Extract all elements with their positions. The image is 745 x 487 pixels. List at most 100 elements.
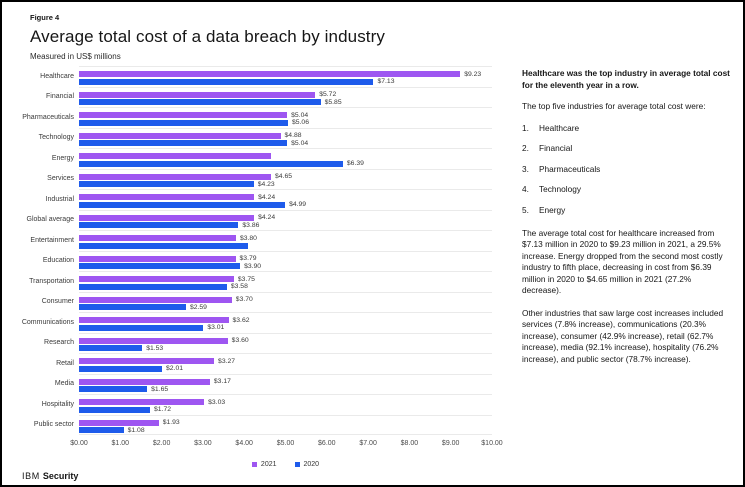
bar-2020-technology [79, 140, 288, 147]
list-number: 1. [522, 122, 529, 133]
bar-2020-global-average [79, 222, 239, 229]
chart-row-technology: Technology $4.88 $5.04 [22, 127, 492, 149]
bar-2021-public-sector [79, 419, 159, 426]
bar-value-label: $6.39 [346, 160, 364, 168]
bar-value-label: $2.59 [189, 303, 207, 311]
bar-value-label: $4.65 [275, 173, 293, 181]
bar-group: $4.24 $4.99 [79, 189, 492, 210]
bar-value-label: $5.06 [291, 119, 309, 127]
x-axis: $0.00 $1.00 $2.00 $3.00 $4.00 $5.00 $6.00 $7.00… [70, 440, 502, 450]
bar-2020-services [79, 181, 254, 188]
commentary-heading: Healthcare was the top industry in avera… [522, 68, 730, 90]
chart-header: Figure 4 Average total cost of a data br… [30, 13, 385, 61]
bar-value-label: $3.60 [231, 337, 249, 345]
chart-row-entertainment: Entertainment $3.80 [22, 230, 492, 251]
category-label: Media [54, 380, 74, 388]
bar-2020-media [79, 386, 148, 393]
bar-group: $5.72 $5.85 [79, 86, 492, 108]
category-label: Research [44, 339, 74, 347]
figure-label: Figure 4 [30, 13, 60, 22]
bar-2020-communications [79, 324, 204, 331]
x-axis-tick: $10.00 [481, 440, 503, 447]
category-label: Healthcare [40, 72, 74, 80]
x-axis-tick: $5.00 [276, 440, 295, 447]
x-axis-tick: $1.00 [111, 440, 130, 447]
bar-line-2021: $3.70 [79, 296, 492, 304]
chart-row-media: Media $3.17 $1.65 [22, 373, 492, 395]
chart-row-services: Services $4.65 $4.23 [22, 168, 492, 190]
list-label: Energy [539, 204, 566, 215]
bar-line-2021: $3.27 [79, 358, 492, 366]
footer-product-name: Security [42, 471, 79, 481]
list-number: 4. [522, 184, 529, 194]
bar-value-label: $3.79 [239, 255, 257, 263]
bar-line-2021: $1.93 [79, 419, 492, 427]
bar-group: $9.23 $7.13 [79, 66, 492, 87]
legend-color-swatch-2020 [294, 462, 300, 467]
legend-item-2021: 2021 [251, 461, 277, 468]
bar-line-2021: $3.62 [79, 317, 492, 325]
bar-value-label: $5.85 [324, 98, 342, 106]
bar-2021-communications [79, 317, 229, 324]
bar-line-2021: $4.24 [79, 214, 492, 222]
bar-2021-hospitality [79, 399, 205, 406]
x-axis-tick: $3.00 [194, 440, 212, 447]
bar-2020-hospitality [79, 406, 151, 413]
bar-line-2020: $3.58 [79, 283, 492, 291]
commentary-paragraph-2: Other industries that saw large cost inc… [522, 307, 724, 364]
category-label: Retail [56, 359, 74, 367]
bar-line-2020: $5.04 [79, 140, 492, 148]
category-label: Hospitality [41, 400, 74, 408]
top-industry-item-financial: 2. Financial [522, 144, 732, 153]
top-industries-list: 1. Healthcare 2. Financial 3. Pharmaceuticals… [522, 122, 732, 215]
bar-group: $4.24 $3.86 [79, 209, 492, 231]
ibm-security-logo: IBM Security [22, 471, 78, 481]
bar-2021-financial [79, 91, 316, 98]
bar-line-2021: $5.72 [79, 91, 492, 99]
chart-row-communications: Communications $3.62 $3.01 [22, 312, 492, 333]
chart-row-research: Research $3.60 $1.53 [22, 332, 492, 354]
category-label: Transportation [29, 277, 74, 285]
list-label: Pharmaceuticals [539, 163, 601, 174]
category-label: Global average [26, 216, 74, 224]
bar-value-label: $3.01 [207, 324, 225, 332]
bar-line-2020: $1.65 [79, 386, 492, 394]
legend-label-2020: 2020 [303, 461, 320, 468]
bar-2021-energy [79, 153, 272, 160]
x-axis-tick: $6.00 [318, 440, 336, 447]
bar-group: $3.80 [79, 230, 492, 251]
bar-value-label: $4.24 [258, 214, 276, 222]
bar-line-2021: $5.04 [79, 112, 492, 120]
list-label: Technology [539, 184, 581, 194]
bar-value-label: $3.75 [237, 275, 255, 283]
bar-value-label: $4.88 [284, 132, 302, 140]
bar-line-2020: $3.86 [79, 222, 492, 230]
bar-line-2020: $5.06 [79, 119, 492, 127]
bar-2020-energy [79, 160, 343, 167]
bar-line-2021: $4.88 [79, 132, 492, 140]
bar-2021-services [79, 173, 272, 180]
bar-chart: Healthcare $9.23 $7.13 Financial $5.72 $5.85 P… [22, 66, 503, 468]
bar-line-2021: $3.80 [79, 235, 492, 243]
chart-row-healthcare: Healthcare $9.23 $7.13 [22, 66, 492, 87]
bar-line-2020: $7.13 [79, 78, 492, 86]
bar-group: $3.75 $3.58 [79, 271, 492, 292]
chart-rows: Healthcare $9.23 $7.13 Financial $5.72 $5.85 P… [22, 66, 492, 435]
list-number: 3. [522, 163, 529, 174]
bar-value-label: $3.90 [244, 262, 262, 270]
category-label: Public sector [33, 421, 74, 429]
bar-2020-pharmaceuticals [79, 119, 288, 126]
bar-2020-retail [79, 365, 162, 372]
commentary-paragraph-1: The average total cost for healthcare in… [522, 227, 723, 296]
bar-line-2021: $3.03 [79, 399, 492, 407]
bar-line-2021: $4.24 [79, 194, 492, 202]
bar-value-label: $3.80 [239, 234, 257, 242]
legend-color-swatch-2021 [251, 462, 257, 467]
bar-group: $1.93 $1.08 [79, 414, 492, 435]
bar-2020-healthcare [79, 78, 374, 85]
chart-legend: 2021 2020 [79, 461, 492, 468]
bar-group: $5.04 $5.06 [79, 107, 492, 128]
bar-group: $6.39 [79, 148, 492, 169]
commentary-intro: The top five industries for average tota… [522, 101, 706, 111]
list-label: Healthcare [539, 122, 580, 133]
